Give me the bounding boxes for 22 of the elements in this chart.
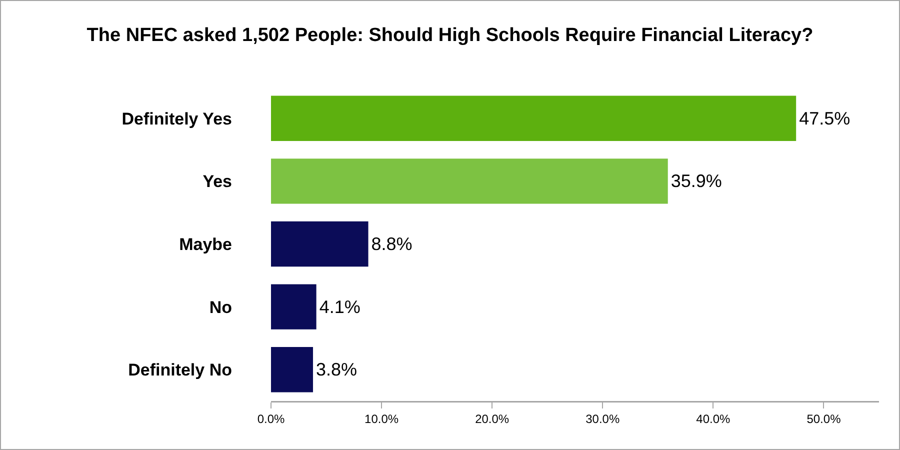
y-tick-label: Maybe <box>179 234 232 254</box>
y-tick-label: Yes <box>202 172 232 192</box>
x-tick-label: 50.0% <box>806 412 842 426</box>
x-tick-label: 0.0% <box>257 412 285 426</box>
bar <box>271 158 668 204</box>
data-label: 35.9% <box>670 171 722 192</box>
bar <box>271 96 796 142</box>
x-tick-label: 10.0% <box>364 412 399 426</box>
y-tick-label: No <box>209 298 232 317</box>
y-tick-label: Definitely Yes <box>122 109 232 128</box>
data-label: 47.5% <box>799 108 850 128</box>
bar <box>271 346 314 392</box>
data-label: 4.1% <box>319 296 360 317</box>
data-label: 3.8% <box>316 360 358 380</box>
x-tick-label: 30.0% <box>586 412 620 426</box>
y-tick-label: Definitely No <box>128 360 232 380</box>
data-label: 8.8% <box>371 234 412 254</box>
bar <box>271 221 368 267</box>
x-tick-label: 40.0% <box>696 412 731 426</box>
chart-title: The NFEC asked 1,502 People: Should High Schools Require Financial Literacy? <box>86 25 814 46</box>
bar <box>271 284 316 330</box>
x-tick-label: 20.0% <box>475 412 510 426</box>
